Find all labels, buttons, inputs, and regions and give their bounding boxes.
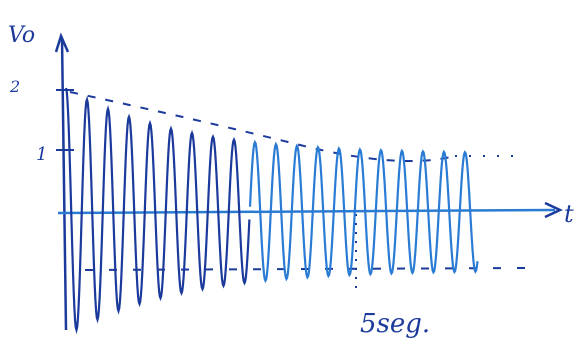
x-label: t [564,200,574,228]
y-axis [62,38,66,330]
limit-bottom [85,268,530,270]
wave [66,88,249,330]
annotation: 5seg. [360,309,430,339]
y-mark: 2 [9,77,20,96]
y-label: Vo [8,23,35,48]
sketch: Vo 2 1 t 5seg. [0,0,587,358]
y-mark: 1 [36,144,47,165]
oscillation [66,88,478,330]
x-axis [58,210,555,213]
